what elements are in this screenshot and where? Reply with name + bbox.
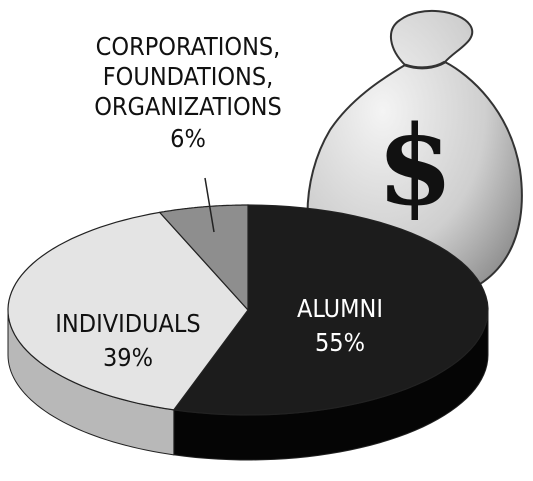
labels: ALUMNI 55% INDIVIDUALS 39% CORPORATIONS, FOUN… — [55, 32, 383, 372]
value-label: 55% — [315, 328, 365, 357]
slice — [7, 211, 249, 411]
leader-line — [204, 177, 215, 233]
value-label: 6% — [170, 124, 206, 153]
value-label: 39% — [103, 343, 153, 372]
slice-label: CORPORATIONS, FOUNDATIONS, ORGANIZATIONS — [94, 32, 282, 121]
pie — [7, 204, 489, 461]
slice — [172, 204, 489, 416]
slice-label: ALUMNI — [297, 294, 383, 323]
slice — [158, 204, 249, 312]
dollar-sign: $ — [377, 101, 454, 230]
slice-label: INDIVIDUALS — [55, 309, 200, 338]
